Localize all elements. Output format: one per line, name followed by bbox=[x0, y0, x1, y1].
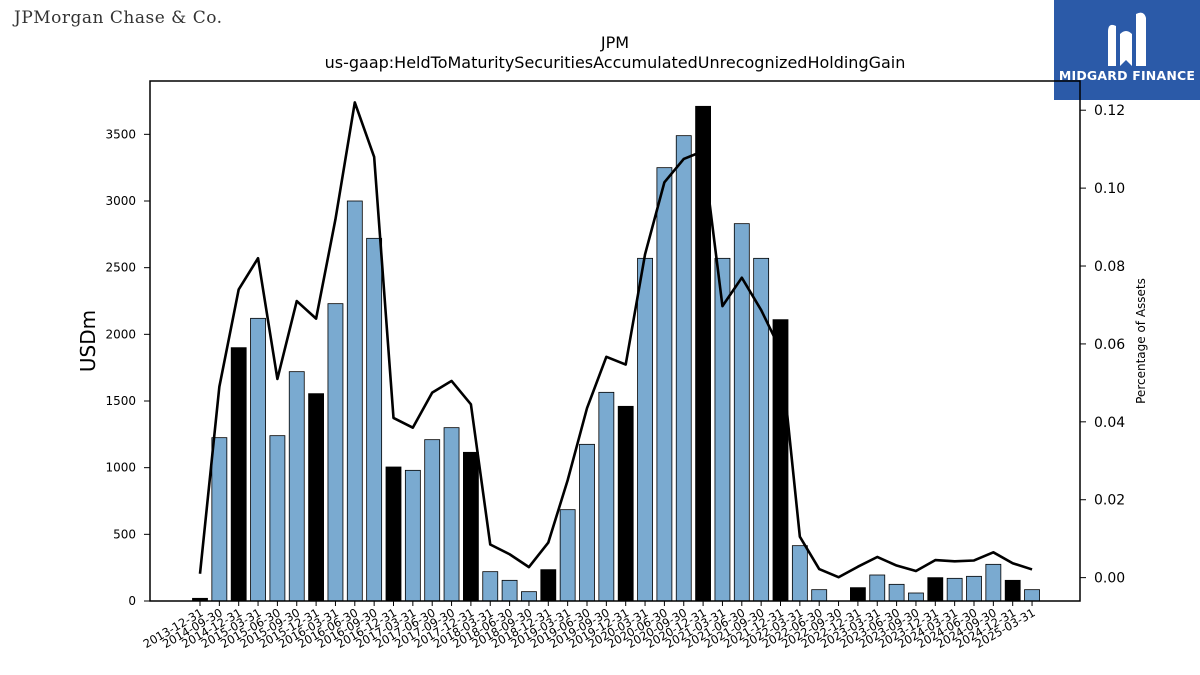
y-tick-label: 3000 bbox=[105, 194, 136, 208]
bar bbox=[1004, 579, 1021, 602]
y2-tick-label: 0.06 bbox=[1094, 337, 1125, 353]
bar bbox=[598, 391, 615, 602]
bar bbox=[559, 509, 576, 602]
y2-tick-label: 0.04 bbox=[1094, 415, 1125, 431]
bar bbox=[946, 577, 963, 602]
y2-tick-label: 0.08 bbox=[1094, 259, 1125, 275]
y2-tick-label: 0.12 bbox=[1094, 103, 1125, 119]
bar bbox=[927, 577, 944, 602]
bar bbox=[521, 591, 537, 602]
bar-group bbox=[192, 105, 1040, 602]
bar bbox=[733, 223, 750, 602]
percentage-line bbox=[198, 101, 1033, 579]
chart-title: JPM bbox=[600, 33, 629, 52]
y2-tick-label: 0.10 bbox=[1094, 181, 1125, 197]
y2-axis-label: Percentage of Assets bbox=[1134, 278, 1148, 404]
bar bbox=[985, 563, 1002, 602]
bar bbox=[443, 427, 460, 602]
right-axis: 0.00 0.02 0.04 0.06 0.08 0.10 0.12 bbox=[1080, 103, 1125, 587]
bar bbox=[230, 347, 247, 602]
bar bbox=[714, 257, 731, 602]
bar bbox=[462, 451, 479, 602]
bar bbox=[675, 135, 692, 602]
y-tick-label: 1500 bbox=[105, 394, 136, 408]
y2-tick-label: 0.02 bbox=[1094, 493, 1125, 509]
y-tick-label: 1000 bbox=[105, 461, 136, 475]
bar bbox=[211, 437, 228, 602]
bar bbox=[869, 574, 886, 602]
y2-tick-label: 0.00 bbox=[1094, 571, 1125, 587]
y-tick-label: 0 bbox=[128, 594, 136, 608]
bar bbox=[637, 257, 653, 602]
y-tick-label: 3500 bbox=[105, 127, 136, 141]
bar bbox=[424, 439, 441, 602]
bar bbox=[327, 303, 344, 602]
x-axis: 2013-12-312014-09-302014-12-312015-03-31… bbox=[141, 601, 1038, 651]
bar bbox=[579, 443, 595, 602]
bar bbox=[966, 575, 982, 602]
bar bbox=[888, 583, 905, 602]
bar bbox=[791, 545, 808, 602]
plot-frame bbox=[149, 80, 1081, 602]
bar bbox=[366, 237, 383, 602]
left-axis: 0 500 1000 1500 2000 2500 3000 3500 bbox=[105, 127, 150, 608]
bar bbox=[811, 589, 828, 602]
y-tick-label: 2000 bbox=[105, 327, 136, 341]
bar bbox=[250, 317, 266, 602]
bar bbox=[482, 571, 499, 602]
bar bbox=[695, 105, 711, 602]
bar bbox=[1024, 589, 1040, 602]
y-tick-label: 500 bbox=[113, 527, 136, 541]
midgard-finance-logo: MIDGARD FINANCE bbox=[1054, 0, 1200, 100]
bar bbox=[346, 200, 363, 602]
percentage-line-group bbox=[198, 101, 1033, 579]
y-tick-label: 2500 bbox=[105, 261, 136, 275]
jpmorgan-logo: JPMorgan Chase & Co. bbox=[14, 8, 223, 28]
midgard-m-icon bbox=[1108, 12, 1146, 67]
bar bbox=[501, 579, 518, 602]
chart-subtitle: us-gaap:HeldToMaturitySecuritiesAccumula… bbox=[325, 53, 906, 72]
bar bbox=[385, 466, 402, 602]
y-axis-label: USDm bbox=[76, 310, 100, 372]
bar bbox=[269, 435, 286, 602]
bar bbox=[617, 405, 634, 602]
bar bbox=[656, 167, 673, 602]
bar bbox=[288, 371, 305, 602]
bar bbox=[404, 469, 421, 602]
bar bbox=[850, 587, 866, 602]
midgard-finance-wordmark: MIDGARD FINANCE bbox=[1058, 68, 1196, 83]
bar bbox=[308, 393, 325, 602]
bar bbox=[908, 592, 924, 602]
bar bbox=[540, 569, 557, 602]
